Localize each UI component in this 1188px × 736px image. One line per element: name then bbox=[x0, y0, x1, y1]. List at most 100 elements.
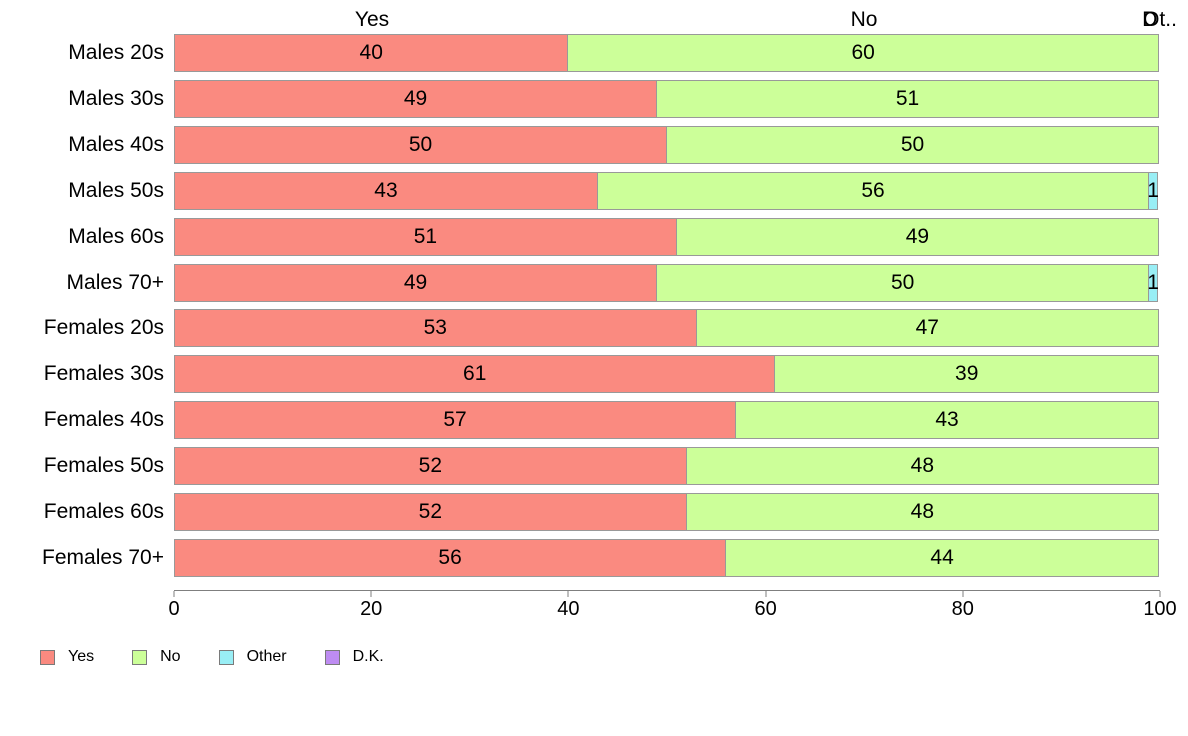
bar-segment-yes: 40 bbox=[174, 34, 569, 72]
bar-segment-no: 56 bbox=[596, 172, 1150, 210]
bar-segment-other: 1 bbox=[1147, 172, 1159, 210]
x-tick bbox=[370, 591, 372, 597]
bar-segment-no: 48 bbox=[685, 447, 1159, 485]
bar-segment-yes: 49 bbox=[174, 80, 658, 118]
value-label: 50 bbox=[408, 133, 433, 156]
value-label: 52 bbox=[418, 500, 443, 523]
bar-segment-yes: 61 bbox=[174, 355, 776, 393]
bar-segment-yes: 52 bbox=[174, 447, 687, 485]
category-label: Females 30s bbox=[43, 362, 164, 385]
bar-segment-no: 50 bbox=[656, 264, 1150, 302]
bar-segment-no: 39 bbox=[774, 355, 1159, 393]
bar-row: 40 60 bbox=[174, 34, 1160, 72]
bar-row: 43 56 1 bbox=[174, 172, 1160, 210]
x-tick bbox=[765, 591, 767, 597]
x-tick-label: 100 bbox=[1143, 598, 1177, 620]
bar-segment-yes: 53 bbox=[174, 309, 697, 347]
legend-label-no: No bbox=[160, 648, 181, 665]
value-label: 51 bbox=[895, 87, 920, 110]
x-tick-label: 40 bbox=[557, 598, 580, 620]
bar-row: 52 48 bbox=[174, 447, 1160, 485]
category-label: Females 70+ bbox=[42, 546, 164, 569]
category-label: Males 20s bbox=[68, 41, 164, 64]
category-label: Females 20s bbox=[43, 316, 164, 339]
value-label: 50 bbox=[890, 271, 915, 294]
legend-label-other: Other bbox=[246, 648, 287, 665]
bar-segment-no: 49 bbox=[675, 218, 1159, 256]
legend-label-dk: D.K. bbox=[352, 648, 384, 665]
legend-item-yes: Yes bbox=[40, 648, 94, 666]
value-label: 49 bbox=[905, 225, 930, 248]
bar-segment-no: 50 bbox=[666, 126, 1159, 164]
column-header-no: No bbox=[850, 8, 878, 31]
value-label: 44 bbox=[930, 546, 954, 569]
column-header-other-dk: Ot.. D bbox=[1142, 8, 1177, 32]
value-label: 61 bbox=[463, 362, 487, 385]
bar-row: 56 44 bbox=[174, 539, 1160, 577]
bar-segment-no: 48 bbox=[685, 493, 1159, 531]
bar-segment-other: 1 bbox=[1147, 264, 1159, 302]
x-tick-label: 0 bbox=[168, 598, 180, 620]
value-label: 47 bbox=[915, 316, 939, 339]
x-tick bbox=[962, 591, 964, 597]
x-tick-label: 60 bbox=[754, 598, 777, 620]
value-label: 53 bbox=[423, 316, 447, 339]
value-label: 57 bbox=[443, 408, 467, 431]
bar-row: 51 49 bbox=[174, 218, 1160, 256]
legend-label-yes: Yes bbox=[68, 648, 95, 665]
bar-row: 52 48 bbox=[174, 493, 1160, 531]
category-label: Females 40s bbox=[43, 408, 164, 431]
legend-item-no: No bbox=[132, 648, 181, 666]
category-label: Males 30s bbox=[68, 87, 164, 110]
value-label: 1 bbox=[1147, 271, 1159, 294]
legend: Yes No Other D.K. bbox=[40, 648, 384, 666]
category-label: Males 40s bbox=[68, 133, 164, 156]
bar-row: 49 50 1 bbox=[174, 264, 1160, 302]
category-label: Females 50s bbox=[43, 454, 164, 477]
bar-segment-yes: 43 bbox=[174, 172, 598, 210]
bar-segment-no: 51 bbox=[656, 80, 1159, 118]
bar-segment-yes: 49 bbox=[174, 264, 658, 302]
category-label: Females 60s bbox=[43, 500, 164, 523]
x-tick bbox=[567, 591, 569, 597]
value-label: 43 bbox=[935, 408, 959, 431]
bar-segment-no: 47 bbox=[695, 309, 1159, 347]
value-label: 40 bbox=[359, 41, 383, 64]
bar-segment-no: 60 bbox=[567, 34, 1159, 72]
bar-segment-yes: 52 bbox=[174, 493, 687, 531]
value-label: 43 bbox=[374, 179, 398, 202]
legend-swatch-yes bbox=[40, 649, 55, 665]
legend-swatch-dk bbox=[324, 649, 340, 665]
bar-segment-yes: 50 bbox=[174, 126, 667, 164]
value-label: 39 bbox=[955, 362, 979, 385]
category-label: Males 60s bbox=[68, 225, 164, 248]
category-label: Males 50s bbox=[68, 179, 164, 202]
column-header-yes: Yes bbox=[354, 8, 390, 31]
bar-row: 53 47 bbox=[174, 309, 1160, 347]
bar-segment-yes: 51 bbox=[174, 218, 677, 256]
value-label: 56 bbox=[438, 546, 462, 569]
bar-segment-yes: 56 bbox=[174, 539, 727, 577]
x-tick bbox=[173, 591, 175, 597]
bar-segment-no: 44 bbox=[725, 539, 1159, 577]
bar-row: 57 43 bbox=[174, 401, 1160, 439]
legend-swatch-other bbox=[218, 649, 234, 665]
x-tick-label: 20 bbox=[360, 598, 383, 620]
value-label: 48 bbox=[910, 500, 935, 523]
x-tick bbox=[1159, 591, 1161, 597]
bar-row: 50 50 bbox=[174, 126, 1160, 164]
value-label: 51 bbox=[413, 225, 438, 248]
value-label: 48 bbox=[910, 454, 935, 477]
value-label: 49 bbox=[403, 87, 428, 110]
x-tick-label: 80 bbox=[951, 598, 974, 620]
value-label: 50 bbox=[900, 133, 925, 156]
column-header-other-truncated: Ot.. bbox=[1143, 8, 1177, 31]
value-label: 60 bbox=[851, 41, 875, 64]
bar-segment-no: 43 bbox=[735, 401, 1159, 439]
value-label: 1 bbox=[1147, 179, 1159, 202]
column-header-dk-truncated: D bbox=[1142, 8, 1158, 31]
legend-item-other: Other bbox=[218, 648, 287, 666]
value-label: 52 bbox=[418, 454, 443, 477]
legend-swatch-no bbox=[132, 649, 148, 665]
